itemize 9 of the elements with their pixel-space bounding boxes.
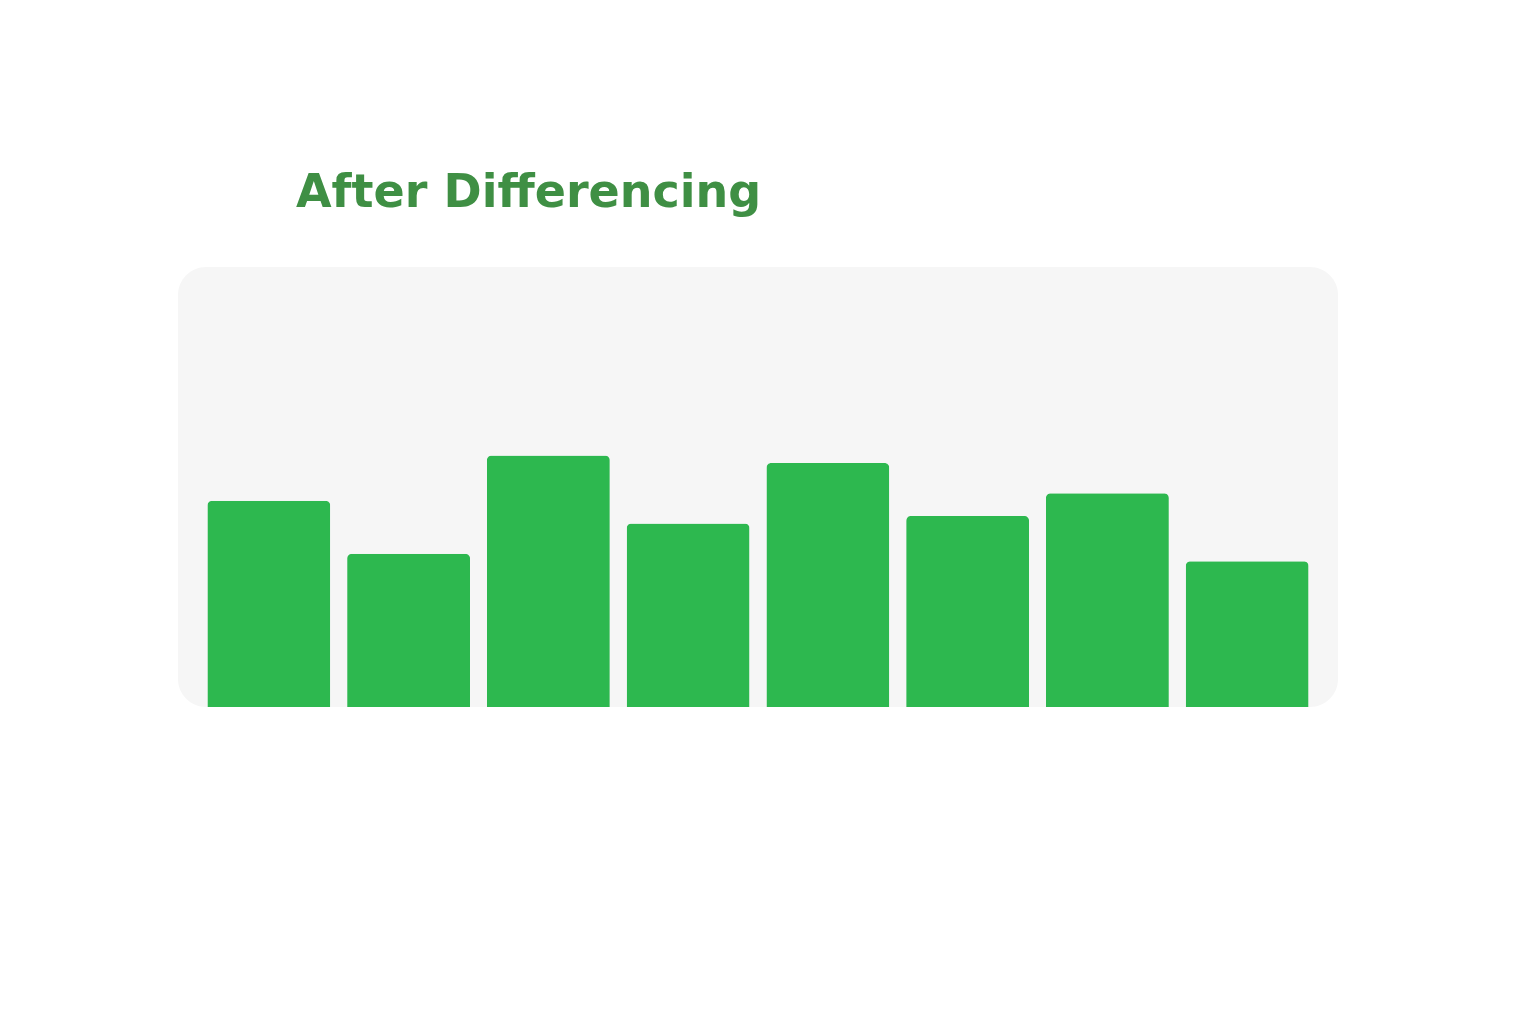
bar	[626, 523, 750, 707]
bar	[1045, 493, 1169, 707]
bar	[207, 500, 331, 707]
chart-title: After Differencing	[296, 164, 762, 218]
bar	[1185, 561, 1309, 707]
bar	[906, 515, 1030, 707]
bar	[347, 553, 471, 707]
bar	[766, 463, 890, 707]
bar	[486, 455, 610, 707]
